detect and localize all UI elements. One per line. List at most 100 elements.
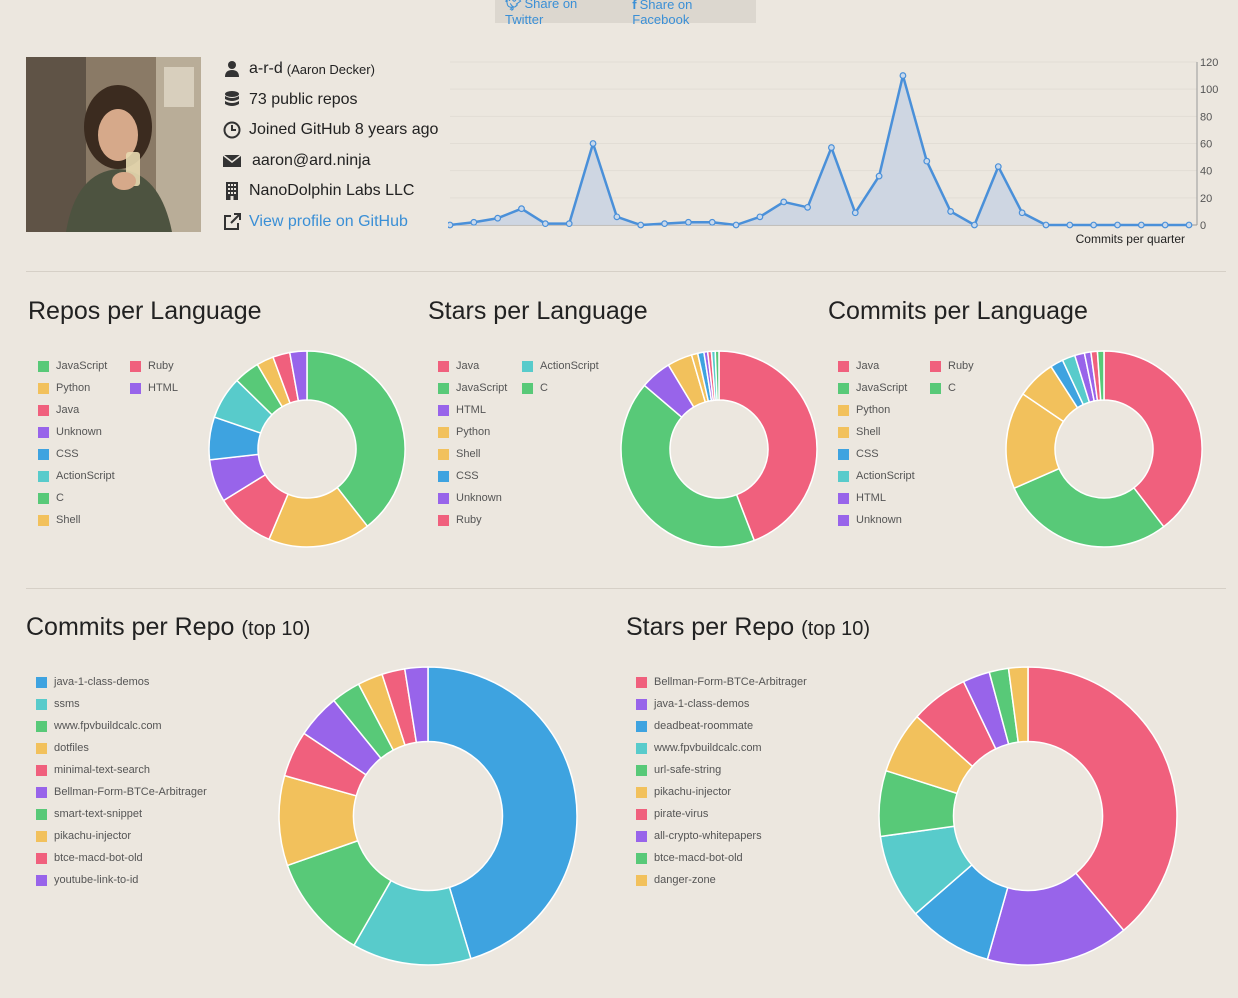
legend-item[interactable]: www.fpvbuildcalc.com bbox=[636, 741, 762, 755]
legend-item[interactable]: JavaScript bbox=[38, 359, 107, 373]
legend-item[interactable]: Ruby bbox=[930, 359, 974, 373]
commits-point[interactable] bbox=[613, 213, 621, 221]
legend-item[interactable]: Unknown bbox=[38, 425, 102, 439]
commits-point[interactable] bbox=[923, 157, 931, 165]
commits-point[interactable] bbox=[994, 163, 1002, 170]
legend-item[interactable]: java-1-class-demos bbox=[36, 675, 149, 689]
legend-item[interactable]: java-1-class-demos bbox=[636, 697, 749, 711]
legend-item[interactable]: Shell bbox=[38, 513, 80, 527]
commits-point[interactable] bbox=[899, 72, 907, 79]
legend-item[interactable]: url-safe-string bbox=[636, 763, 721, 777]
commits-point[interactable] bbox=[637, 221, 645, 229]
legend-item[interactable]: ActionScript bbox=[838, 469, 915, 483]
donut-slice[interactable] bbox=[1007, 666, 1029, 743]
commits-point[interactable] bbox=[708, 218, 716, 226]
commits-point[interactable] bbox=[1066, 221, 1074, 229]
legend-item[interactable]: Unknown bbox=[438, 491, 502, 505]
donut-slice[interactable] bbox=[403, 666, 429, 744]
legend-item[interactable]: deadbeat-roommate bbox=[636, 719, 753, 733]
commits-point[interactable] bbox=[875, 172, 883, 180]
legend-item[interactable]: CSS bbox=[38, 447, 79, 461]
commits-point[interactable] bbox=[756, 213, 764, 221]
commits-point[interactable] bbox=[1018, 209, 1026, 217]
commits-point[interactable] bbox=[1185, 221, 1193, 229]
commits-point[interactable] bbox=[828, 144, 835, 151]
legend-item[interactable]: www.fpvbuildcalc.com bbox=[36, 719, 162, 733]
legend-item[interactable]: Java bbox=[838, 359, 879, 373]
commits-point[interactable] bbox=[1090, 221, 1098, 229]
legend-item[interactable]: ssms bbox=[36, 697, 80, 711]
commits-point[interactable] bbox=[494, 214, 502, 222]
donut-slice[interactable] bbox=[1096, 350, 1105, 401]
donut-slice[interactable] bbox=[1013, 467, 1165, 548]
legend-item[interactable]: Shell bbox=[838, 425, 880, 439]
legend-item[interactable]: Ruby bbox=[438, 513, 482, 527]
legend-item[interactable]: btce-macd-bot-old bbox=[36, 851, 143, 865]
legend-item[interactable]: C bbox=[522, 381, 548, 395]
legend-item[interactable]: Ruby bbox=[130, 359, 174, 373]
legend-item[interactable]: Bellman-Form-BTCe-Arbitrager bbox=[36, 785, 207, 799]
commits-point[interactable] bbox=[661, 220, 668, 228]
legend-item[interactable]: HTML bbox=[130, 381, 178, 395]
legend-item[interactable]: btce-macd-bot-old bbox=[636, 851, 743, 865]
legend-label: CSS bbox=[456, 470, 479, 482]
commits-point[interactable] bbox=[947, 208, 955, 215]
legend-item[interactable]: ActionScript bbox=[38, 469, 115, 483]
legend-item[interactable]: CSS bbox=[838, 447, 879, 461]
legend-item[interactable]: JavaScript bbox=[838, 381, 907, 395]
view-profile-link[interactable]: View profile on GitHub bbox=[249, 213, 408, 230]
legend-item[interactable]: JavaScript bbox=[438, 381, 507, 395]
legend-item[interactable]: HTML bbox=[838, 491, 886, 505]
donut-slice[interactable] bbox=[306, 350, 406, 528]
donut-slice[interactable] bbox=[620, 384, 756, 548]
donut-slice[interactable] bbox=[1103, 350, 1203, 528]
legend-item[interactable]: pikachu-injector bbox=[36, 829, 131, 843]
donut-slice[interactable] bbox=[714, 350, 720, 401]
legend-item[interactable]: all-crypto-whitepapers bbox=[636, 829, 762, 843]
legend-item[interactable]: C bbox=[38, 491, 64, 505]
donut-slice[interactable] bbox=[288, 350, 308, 402]
legend-item[interactable]: HTML bbox=[438, 403, 486, 417]
legend-item[interactable]: Bellman-Form-BTCe-Arbitrager bbox=[636, 675, 807, 689]
legend-item[interactable]: youtube-link-to-id bbox=[36, 873, 138, 887]
share-facebook-link[interactable]: f Share on Facebook bbox=[632, 0, 746, 27]
commits-point[interactable] bbox=[780, 198, 788, 206]
donut-slice[interactable] bbox=[427, 666, 578, 960]
commits-point[interactable] bbox=[470, 218, 478, 226]
legend-item[interactable]: minimal-text-search bbox=[36, 763, 150, 777]
legend-item[interactable]: pikachu-injector bbox=[636, 785, 731, 799]
legend-item[interactable]: Shell bbox=[438, 447, 480, 461]
commits-point[interactable] bbox=[518, 205, 525, 213]
commits-point[interactable] bbox=[589, 140, 597, 147]
commits-point[interactable] bbox=[1042, 221, 1050, 229]
commits-point[interactable] bbox=[448, 221, 454, 229]
legend-item[interactable]: Python bbox=[438, 425, 490, 439]
legend-item[interactable]: danger-zone bbox=[636, 873, 716, 887]
donut-slice[interactable] bbox=[1027, 666, 1178, 932]
share-twitter-link[interactable]: 🐦︎ Share on Twitter bbox=[505, 0, 612, 27]
legend-item[interactable]: smart-text-snippet bbox=[36, 807, 142, 821]
commits-point[interactable] bbox=[565, 220, 573, 228]
legend-item[interactable]: Java bbox=[438, 359, 479, 373]
repos-per-language-title: Repos per Language bbox=[28, 297, 262, 325]
commits-point[interactable] bbox=[541, 220, 549, 228]
legend-item[interactable]: pirate-virus bbox=[636, 807, 708, 821]
commits-point[interactable] bbox=[851, 209, 859, 217]
repos-row: 73 public repos bbox=[222, 87, 358, 113]
legend-item[interactable]: Unknown bbox=[838, 513, 902, 527]
commits-point[interactable] bbox=[971, 221, 978, 229]
legend-item[interactable]: Python bbox=[838, 403, 890, 417]
legend-item[interactable]: CSS bbox=[438, 469, 479, 483]
commits-point[interactable] bbox=[1161, 221, 1169, 229]
commits-point[interactable] bbox=[1114, 221, 1121, 229]
commits-point[interactable] bbox=[804, 203, 811, 211]
legend-item[interactable]: Python bbox=[38, 381, 90, 395]
legend-item[interactable]: ActionScript bbox=[522, 359, 599, 373]
donut-slice[interactable] bbox=[718, 350, 818, 542]
commits-point[interactable] bbox=[684, 218, 692, 226]
commits-point[interactable] bbox=[732, 221, 740, 229]
legend-item[interactable]: Java bbox=[38, 403, 79, 417]
legend-item[interactable]: dotfiles bbox=[36, 741, 89, 755]
commits-point[interactable] bbox=[1137, 221, 1145, 229]
legend-item[interactable]: C bbox=[930, 381, 956, 395]
